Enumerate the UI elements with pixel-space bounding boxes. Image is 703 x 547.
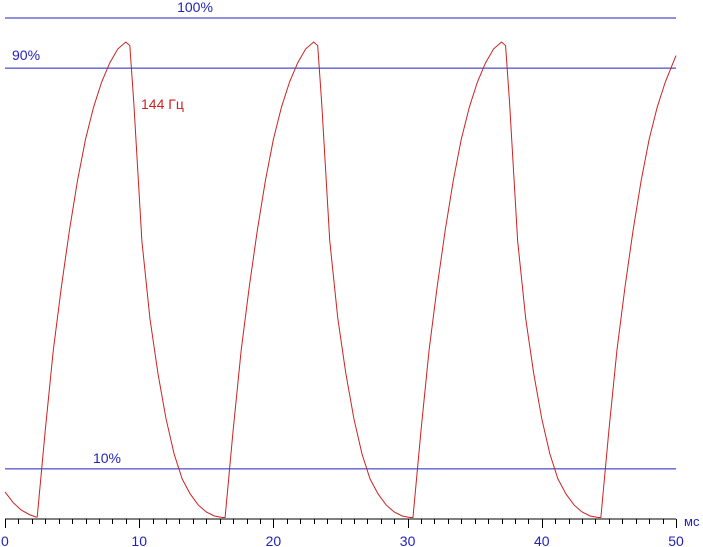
reference-line-label-2: 10% [93,450,121,466]
series-line-0 [4,41,677,518]
reference-line-label-1: 90% [12,47,40,63]
series-group [4,41,677,518]
x-tick-label: 30 [400,533,416,547]
x-tick-label: 50 [668,533,684,547]
reference-lines: 100% 90% 10% [5,0,676,470]
reference-line-label-0: 100% [177,0,213,15]
series-label: 144 Гц [141,96,184,112]
x-axis: 0 10 20 30 40 50 [1,518,684,547]
x-tick-label: 40 [534,533,550,547]
x-tick-label: 20 [266,533,282,547]
x-tick-label: 0 [1,533,9,547]
x-axis-unit-label: мс [684,514,700,529]
x-tick-label: 10 [131,533,147,547]
